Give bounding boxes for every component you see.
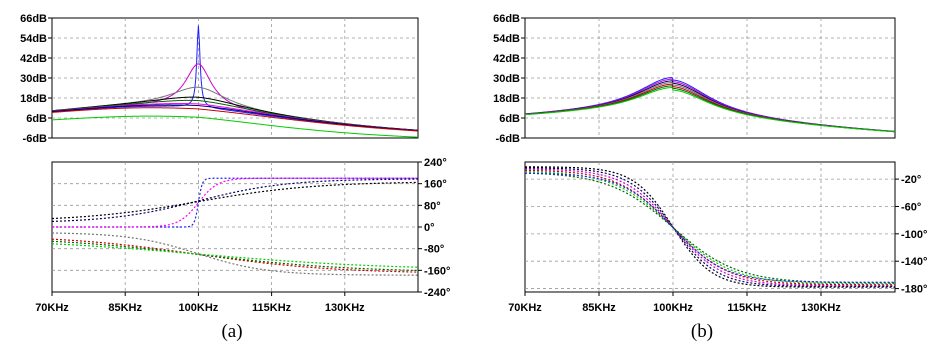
x-tick-label: 85KHz xyxy=(108,302,142,314)
phase-y-tick-label: 240° xyxy=(424,157,447,169)
x-tick-label: 130KHz xyxy=(325,302,365,314)
magnitude-y-tick-label: 42dB xyxy=(20,53,47,65)
magnitude-series-line xyxy=(51,104,419,132)
phase-series-line xyxy=(524,168,895,287)
phase-y-tick-label: 80° xyxy=(424,200,441,212)
phase-y-tick-label: -160° xyxy=(424,265,450,277)
x-tick-label: 70KHz xyxy=(35,302,69,314)
magnitude-series-line xyxy=(524,87,896,133)
x-tick-label: 115KHz xyxy=(727,302,767,314)
phase-y-tick-label: -180° xyxy=(901,284,927,296)
phase-y-tick-label: 160° xyxy=(424,179,447,191)
phase-y-tick-label: -60° xyxy=(901,201,921,213)
panel-b-caption: (b) xyxy=(691,321,713,342)
phase-series-line xyxy=(51,240,419,272)
phase-series-line xyxy=(524,169,896,286)
panel-b: 66dB 54dB 42dB 30dB 18dB 6dB -6dB -20° -60° -100°… xyxy=(493,13,927,314)
magnitude-y-tick-label: 30dB xyxy=(493,73,520,85)
magnitude-y-tick-label: 54dB xyxy=(493,33,520,45)
phase-y-tick-label: -20° xyxy=(901,174,921,186)
panel-a: 66dB 54dB 42dB 30dB 18dB 6dB -6dB 240° 160° 80° 0°… xyxy=(20,13,450,314)
phase-series-line xyxy=(525,166,895,288)
magnitude-y-tick-label: 66dB xyxy=(493,13,520,25)
magnitude-series-line xyxy=(51,107,419,132)
phase-plot-frame xyxy=(524,161,896,293)
magnitude-y-tick-label: 66dB xyxy=(20,13,47,25)
phase-series-line xyxy=(51,178,418,223)
magnitude-y-tick-label: -6dB xyxy=(496,133,521,145)
magnitude-y-tick-label: 18dB xyxy=(493,93,520,105)
magnitude-y-tick-label: -6dB xyxy=(23,133,48,145)
phase-series-line xyxy=(51,243,419,268)
magnitude-series-line xyxy=(51,115,419,138)
magnitude-y-tick-label: 6dB xyxy=(499,113,520,125)
panel-a-caption: (a) xyxy=(221,321,242,342)
x-tick-label: 70KHz xyxy=(508,302,542,314)
x-tick-label: 115KHz xyxy=(252,302,292,314)
phase-series-line xyxy=(51,232,418,276)
phase-y-tick-label: -240° xyxy=(424,287,450,299)
phase-y-tick-label: -80° xyxy=(424,244,444,256)
magnitude-y-tick-label: 6dB xyxy=(26,113,47,125)
magnitude-y-tick-label: 42dB xyxy=(493,53,520,65)
magnitude-y-tick-label: 30dB xyxy=(20,73,47,85)
x-tick-label: 100KHz xyxy=(179,302,219,314)
x-tick-label: 130KHz xyxy=(801,302,841,314)
phase-series-line xyxy=(525,167,895,287)
phase-y-tick-label: -100° xyxy=(901,229,927,241)
magnitude-y-tick-label: 18dB xyxy=(20,93,47,105)
magnitude-y-tick-label: 54dB xyxy=(20,33,47,45)
phase-y-tick-label: -140° xyxy=(901,256,927,268)
phase-series-line xyxy=(524,172,896,283)
x-tick-label: 85KHz xyxy=(582,302,616,314)
phase-y-tick-label: 0° xyxy=(424,222,435,234)
x-tick-label: 100KHz xyxy=(653,302,693,314)
phase-series-line xyxy=(51,181,419,220)
phase-series-line xyxy=(52,177,418,228)
phase-series-line xyxy=(51,238,419,273)
